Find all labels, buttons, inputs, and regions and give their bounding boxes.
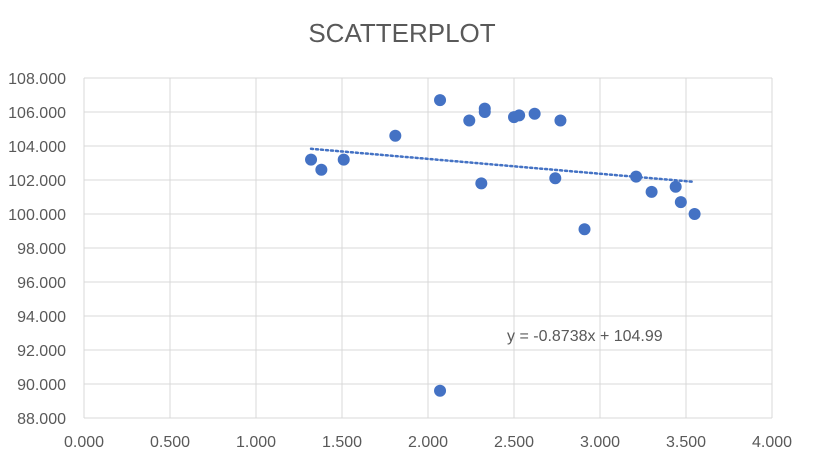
y-tick-label: 90.000 <box>17 377 66 394</box>
x-tick-label: 2.500 <box>494 434 534 451</box>
data-point <box>389 129 402 142</box>
data-point <box>337 153 350 166</box>
data-points <box>305 94 701 397</box>
y-tick-label: 88.000 <box>17 411 66 428</box>
data-point <box>645 185 658 198</box>
chart-title: SCATTERPLOT <box>308 18 495 48</box>
data-point <box>315 163 328 176</box>
x-tick-label: 2.000 <box>408 434 448 451</box>
data-point <box>630 170 643 183</box>
x-tick-label: 1.000 <box>236 434 276 451</box>
data-point <box>463 114 476 127</box>
data-point <box>669 180 682 193</box>
y-tick-label: 102.000 <box>8 173 66 190</box>
x-tick-label: 3.000 <box>580 434 620 451</box>
data-point <box>688 208 701 220</box>
x-tick-label: 4.000 <box>752 434 792 451</box>
data-point <box>513 109 526 122</box>
data-point <box>434 94 447 107</box>
data-point <box>434 384 447 397</box>
plot-grid <box>83 77 773 419</box>
x-axis-ticks: 0.000 0.500 1.000 1.500 2.000 2.500 3.000 3.500… <box>64 434 792 451</box>
data-point <box>475 177 488 190</box>
y-tick-label: 96.000 <box>17 275 66 292</box>
data-point <box>305 153 318 166</box>
y-tick-label: 104.000 <box>8 139 66 156</box>
y-tick-label: 100.000 <box>8 207 66 224</box>
data-point <box>554 114 567 127</box>
x-tick-label: 1.500 <box>322 434 362 451</box>
x-tick-label: 3.500 <box>666 434 706 451</box>
y-axis-ticks: 88.000 90.000 92.000 94.000 96.000 98.000 100.… <box>8 71 66 428</box>
x-tick-label: 0.000 <box>64 434 104 451</box>
y-tick-label: 106.000 <box>8 105 66 122</box>
data-point <box>478 106 491 118</box>
data-point <box>549 172 562 185</box>
data-point <box>578 223 591 236</box>
y-tick-label: 94.000 <box>17 309 66 326</box>
data-point <box>528 107 541 120</box>
x-tick-label: 0.500 <box>150 434 190 451</box>
y-tick-label: 92.000 <box>17 343 66 360</box>
y-tick-label: 108.000 <box>8 71 66 88</box>
trendline-equation: y = -0.8738x + 104.99 <box>507 328 663 345</box>
y-tick-label: 98.000 <box>17 241 66 258</box>
data-point <box>674 196 687 209</box>
